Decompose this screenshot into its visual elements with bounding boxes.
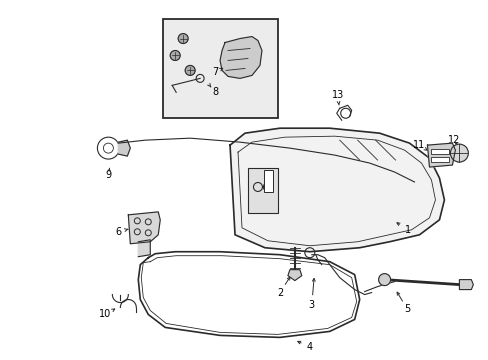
Text: 13: 13 — [331, 90, 343, 100]
Circle shape — [185, 66, 195, 75]
Text: 5: 5 — [404, 305, 410, 315]
Polygon shape — [427, 143, 454, 167]
Circle shape — [170, 50, 180, 60]
Bar — [430, 157, 448, 162]
Bar — [264, 170, 272, 192]
Bar — [247, 168, 277, 213]
Text: 10: 10 — [99, 310, 111, 319]
Circle shape — [378, 274, 390, 285]
Text: 4: 4 — [306, 342, 312, 352]
Polygon shape — [220, 37, 262, 78]
Text: 11: 11 — [412, 140, 425, 150]
Text: 12: 12 — [447, 135, 460, 145]
Polygon shape — [128, 212, 160, 244]
Text: 1: 1 — [404, 225, 410, 235]
Text: 9: 9 — [105, 170, 111, 180]
Bar — [163, 19, 277, 118]
Text: 7: 7 — [211, 67, 218, 77]
Polygon shape — [138, 240, 150, 257]
Text: 2: 2 — [276, 288, 283, 298]
Text: 6: 6 — [115, 227, 121, 237]
Circle shape — [178, 33, 188, 44]
Text: 3: 3 — [308, 300, 314, 310]
Bar — [430, 149, 448, 154]
Text: 8: 8 — [212, 87, 218, 97]
Circle shape — [449, 144, 468, 162]
Polygon shape — [229, 128, 444, 252]
Polygon shape — [458, 280, 472, 289]
Polygon shape — [118, 140, 130, 156]
Polygon shape — [287, 270, 301, 280]
